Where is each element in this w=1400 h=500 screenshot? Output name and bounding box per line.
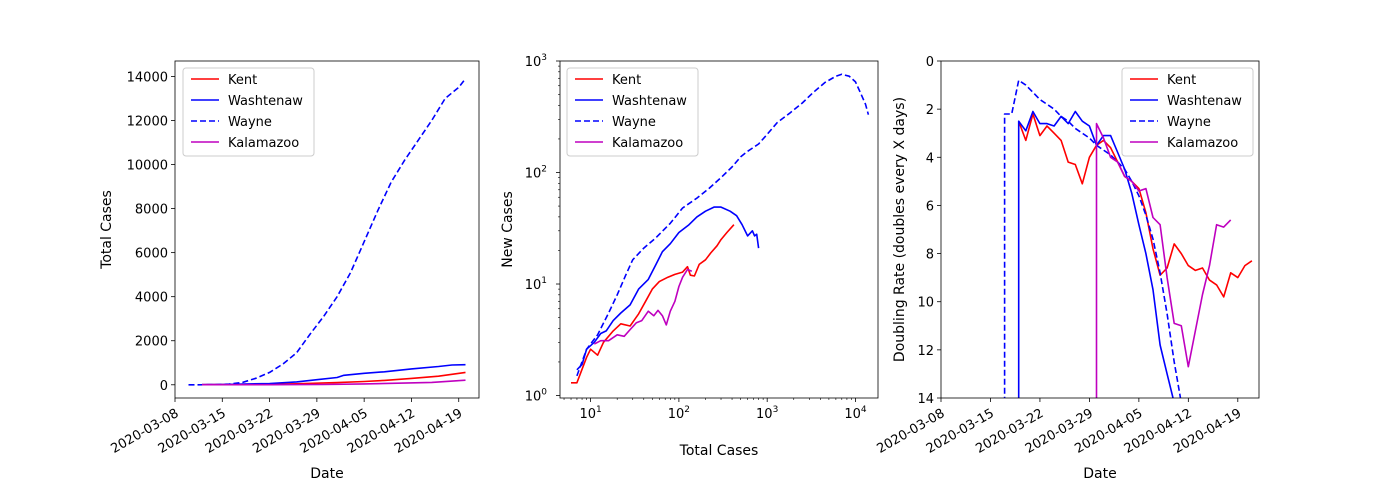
- series-line-washtenaw: [201, 363, 466, 386]
- x-axis: 2020-03-082020-03-152020-03-222020-03-29…: [108, 398, 465, 457]
- y-tick-exponent: 0: [541, 388, 547, 398]
- y-tick-exponent: 3: [541, 53, 547, 63]
- legend-label: Wayne: [228, 115, 272, 130]
- y-axis-label: Total Cases: [99, 190, 115, 270]
- legend-label: Kent: [1167, 73, 1196, 88]
- plot-frame: [174, 60, 480, 399]
- legend: Kent Washtenaw Wayne Kalamazoo: [182, 67, 315, 157]
- series-line-washtenaw: [1017, 110, 1174, 398]
- series-line-washtenaw: [576, 206, 760, 371]
- y-tick-label: 0: [160, 379, 168, 394]
- legend-label: Wayne: [1167, 115, 1211, 130]
- y-tick-label: 12000: [127, 114, 168, 129]
- y-tick-label: 4000: [135, 291, 168, 306]
- x-tick-label: 101: [579, 405, 601, 422]
- series-group: [571, 73, 870, 384]
- series-line-kalamazoo: [593, 268, 693, 345]
- legend-label: Washtenaw: [228, 94, 303, 109]
- y-tick-label: 4: [926, 151, 934, 166]
- series-group: [188, 78, 467, 386]
- y-tick-label: 100: [525, 388, 548, 405]
- x-axis-label: Total Cases: [679, 443, 759, 459]
- legend-label: Washtenaw: [612, 94, 687, 109]
- y-tick-label: 12: [917, 344, 934, 359]
- legend-label: Kalamazoo: [612, 136, 683, 151]
- x-tick-exponent: 4: [861, 405, 867, 415]
- series-line-kalamazoo: [202, 379, 466, 386]
- legend-label: Washtenaw: [1167, 94, 1242, 109]
- plot-frame: [940, 60, 1260, 399]
- y-axis-label: Doubling Rate (doubles every X days): [892, 97, 908, 362]
- y-axis: 0 2 4 6 8 10 12 14: [917, 55, 941, 407]
- series-group: [1003, 79, 1253, 398]
- y-tick-label: 102: [525, 165, 547, 182]
- y-tick-label: 0: [926, 55, 934, 70]
- x-tick-exponent: 2: [684, 405, 690, 415]
- y-tick-label: 10000: [127, 159, 168, 174]
- y-tick-label: 10: [917, 296, 934, 311]
- legend-box: [1121, 67, 1254, 157]
- y-axis: 0 2000 4000 6000 8000 10000 12000 14000: [127, 70, 175, 394]
- legend-label: Wayne: [612, 115, 656, 130]
- x-axis: 101 102 103 104: [563, 398, 867, 422]
- x-tick-label: 104: [844, 405, 867, 422]
- y-tick-label: 8: [926, 248, 934, 263]
- x-tick-exponent: 3: [773, 405, 779, 415]
- series-line-wayne: [1003, 79, 1182, 398]
- series-line-kent: [571, 224, 735, 384]
- x-tick-label: 103: [756, 405, 778, 422]
- x-axis-label: Date: [1083, 466, 1116, 482]
- x-tick-exponent: 1: [596, 405, 602, 415]
- y-tick-label: 101: [525, 276, 547, 293]
- y-tick-label: 6000: [135, 247, 168, 262]
- y-tick-label: 2: [926, 103, 934, 118]
- y-axis-label: New Cases: [500, 191, 516, 268]
- y-tick-label: 103: [525, 53, 547, 70]
- y-tick-label: 14: [917, 392, 934, 407]
- y-tick-label: 6: [926, 199, 934, 214]
- legend: Kent Washtenaw Wayne Kalamazoo: [566, 67, 699, 157]
- series-line-wayne: [576, 73, 870, 377]
- legend-box: [182, 67, 315, 157]
- chart-panel-3: 2020-03-082020-03-152020-03-222020-03-29…: [874, 55, 1260, 482]
- y-tick-exponent: 1: [541, 276, 547, 286]
- y-tick-label: 8000: [135, 203, 168, 218]
- y-tick-label: 2000: [135, 335, 168, 350]
- legend-label: Kent: [612, 73, 641, 88]
- series-line-wayne: [188, 78, 467, 386]
- legend: Kent Washtenaw Wayne Kalamazoo: [1121, 67, 1254, 157]
- series-line-kalamazoo: [1095, 122, 1232, 398]
- chart-panel-1: 2020-03-082020-03-152020-03-222020-03-29…: [99, 60, 480, 482]
- x-axis-label: Date: [310, 466, 343, 482]
- x-tick-label: 102: [668, 405, 690, 422]
- legend-label: Kalamazoo: [1167, 136, 1238, 151]
- y-tick-exponent: 2: [541, 165, 547, 175]
- legend-box: [566, 67, 699, 157]
- legend-label: Kent: [228, 73, 257, 88]
- y-tick-label: 14000: [127, 70, 168, 85]
- plot-frame: [559, 60, 879, 399]
- legend-label: Kalamazoo: [228, 136, 299, 151]
